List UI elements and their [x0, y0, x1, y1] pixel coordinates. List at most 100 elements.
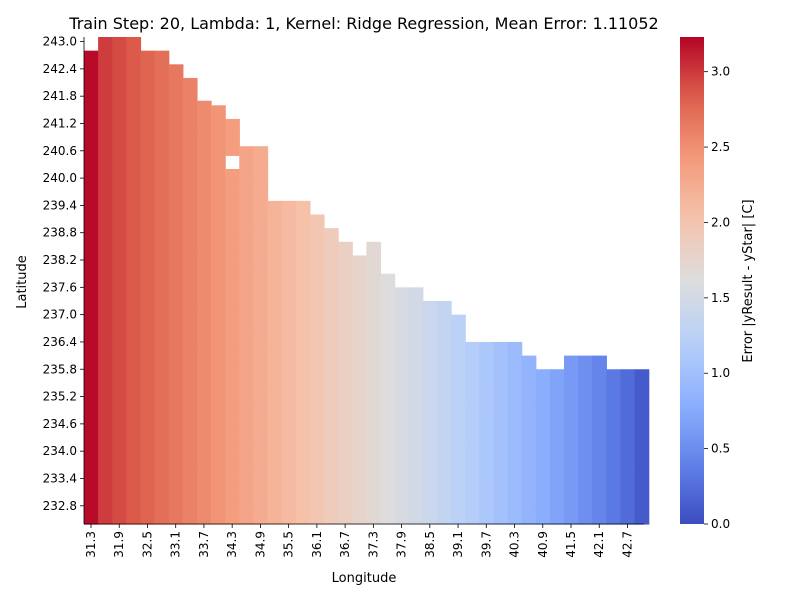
heatmap-cell — [168, 483, 184, 498]
heatmap-cell — [225, 237, 240, 252]
heatmap-cell — [309, 414, 325, 430]
heatmap-cell — [380, 360, 396, 375]
heatmap-cell — [281, 237, 297, 252]
heatmap-cell — [564, 387, 579, 402]
heatmap-cell — [225, 387, 240, 402]
heatmap-cell — [380, 291, 396, 307]
x-axis-ticks: 31.3 31.9 32.5 33.1 33.7 34.3 34.9 35.5 36.1 36.7… — [84, 524, 634, 558]
heatmap-cell — [168, 155, 184, 170]
heatmap-cell — [521, 428, 537, 443]
heatmap-cell — [578, 442, 593, 457]
heatmap-cell — [366, 373, 382, 389]
heatmap-cell — [451, 401, 466, 416]
heatmap-cell — [211, 346, 226, 361]
colorbar-tick-label: 1.0 — [711, 366, 730, 380]
heatmap-cell — [182, 401, 198, 416]
heatmap-cell — [493, 346, 509, 361]
heatmap-cell — [408, 387, 424, 402]
heatmap-cell — [196, 264, 212, 279]
heatmap-cell — [295, 442, 311, 457]
heatmap-cell — [422, 387, 438, 402]
heatmap-cell — [507, 401, 523, 416]
heatmap-cell — [126, 346, 142, 361]
heatmap-cell — [493, 496, 509, 511]
heatmap-cell — [394, 469, 410, 484]
heatmap-cell — [140, 155, 156, 170]
heatmap-cell — [211, 105, 226, 115]
heatmap-cell — [338, 360, 353, 375]
heatmap-cell — [366, 360, 382, 375]
heatmap-cell — [98, 414, 113, 430]
heatmap-cell — [281, 442, 297, 457]
heatmap-cell — [578, 469, 593, 484]
heatmap-cell — [267, 510, 283, 525]
heatmap-cell — [225, 128, 240, 143]
heatmap-cell — [98, 196, 113, 211]
heatmap-cell — [140, 237, 156, 252]
heatmap-cell — [98, 319, 113, 334]
heatmap-cell — [112, 332, 127, 348]
heatmap-cell — [140, 346, 156, 361]
heatmap-cell — [324, 264, 339, 279]
heatmap-cell — [606, 483, 622, 498]
heatmap-cell — [168, 469, 184, 484]
heatmap-cell — [295, 346, 311, 361]
heatmap-cell — [182, 414, 198, 430]
heatmap-cell — [211, 264, 226, 279]
heatmap-cell — [352, 483, 367, 498]
heatmap-cell — [451, 469, 466, 484]
heatmap-cell — [521, 442, 537, 457]
heatmap-cell — [338, 455, 353, 470]
heatmap-cell — [352, 414, 367, 430]
heatmap-cell — [98, 483, 113, 498]
heatmap-cell — [338, 346, 353, 361]
heatmap-cell — [408, 483, 424, 498]
heatmap-cell — [634, 442, 650, 457]
heatmap-cell — [352, 346, 367, 361]
heatmap-cell — [140, 87, 156, 102]
heatmap-cell — [549, 510, 565, 525]
heatmap-cell — [98, 264, 113, 279]
heatmap-cell — [479, 346, 495, 361]
heatmap-cell — [225, 469, 240, 484]
heatmap-cell — [479, 469, 495, 484]
heatmap-cell — [549, 442, 565, 457]
heatmap-cell — [126, 100, 142, 115]
heatmap-cell — [112, 182, 127, 197]
heatmap-cell — [366, 455, 382, 470]
heatmap-cell — [239, 237, 255, 252]
heatmap-cell — [606, 401, 622, 416]
heatmap-cell — [112, 319, 127, 334]
heatmap-cell — [324, 278, 339, 293]
heatmap-cell — [309, 319, 325, 334]
heatmap-cell — [338, 291, 353, 307]
heatmap-cell — [295, 428, 311, 443]
heatmap-cell — [309, 401, 325, 416]
heatmap-cell — [112, 264, 127, 279]
heatmap-cell — [394, 401, 410, 416]
heatmap-cell — [253, 237, 269, 252]
heatmap-cell — [394, 414, 410, 430]
heatmap-cell — [84, 59, 99, 75]
heatmap-cell — [394, 332, 410, 348]
heatmap-cell — [535, 373, 551, 389]
heatmap-cell — [154, 100, 170, 115]
heatmap-cell — [140, 196, 156, 211]
heatmap-cell — [253, 401, 269, 416]
heatmap-cell — [225, 223, 240, 238]
heatmap-cell — [225, 401, 240, 416]
heatmap-cell — [338, 414, 353, 430]
heatmap-cell — [620, 369, 636, 375]
heatmap-cell — [634, 401, 650, 416]
heatmap-cell — [451, 319, 466, 334]
colorbar-tick-label: 2.5 — [711, 140, 730, 154]
heatmap-cell — [253, 332, 269, 348]
heatmap-cell — [140, 209, 156, 225]
heatmap-cell — [140, 264, 156, 279]
heatmap-cell — [352, 442, 367, 457]
heatmap-cell — [168, 264, 184, 279]
heatmap-cell — [521, 455, 537, 470]
heatmap-cell — [196, 100, 212, 115]
heatmap-cell — [126, 510, 142, 525]
